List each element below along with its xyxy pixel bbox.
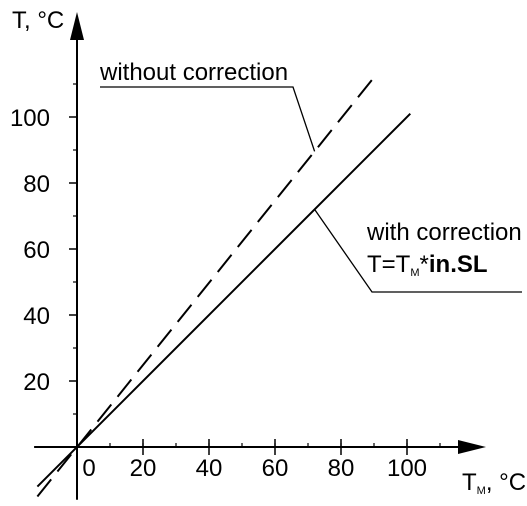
series-line-with-correction	[36, 112, 412, 488]
x-axis-arrow	[458, 440, 486, 454]
annotation-with-correction: with correction	[366, 219, 522, 246]
y-tick-label: 60	[23, 237, 50, 264]
axes	[34, 12, 486, 500]
y-tick-label: 20	[23, 369, 50, 396]
y-axis-arrow	[70, 12, 84, 40]
y-axis-title: T, °C	[12, 7, 64, 34]
series-line-without-correction	[36, 76, 375, 498]
x-tick-label: 80	[328, 455, 355, 482]
y-tick-label: 80	[23, 171, 50, 198]
annotation-without-correction: without correction	[99, 59, 288, 86]
y-tick-label: 100	[10, 105, 50, 132]
x-tick-label: 60	[262, 455, 289, 482]
series	[36, 76, 412, 498]
annotation-leaders	[100, 86, 522, 293]
leader-line-without-correction	[100, 86, 316, 152]
annotation-formula: T=TM*in.SL	[367, 251, 488, 279]
x-axis-title: TM, °C	[462, 469, 526, 497]
x-tick-label: 100	[387, 455, 427, 482]
x-tick-label: 20	[130, 455, 157, 482]
leader-line-with-correction	[314, 209, 522, 293]
x-tick-label: 0	[82, 455, 95, 482]
ticks: 0 20 40 60 80 100 20 40 60 80 100	[10, 83, 441, 482]
x-tick-label: 40	[196, 455, 223, 482]
y-tick-label: 40	[23, 303, 50, 330]
